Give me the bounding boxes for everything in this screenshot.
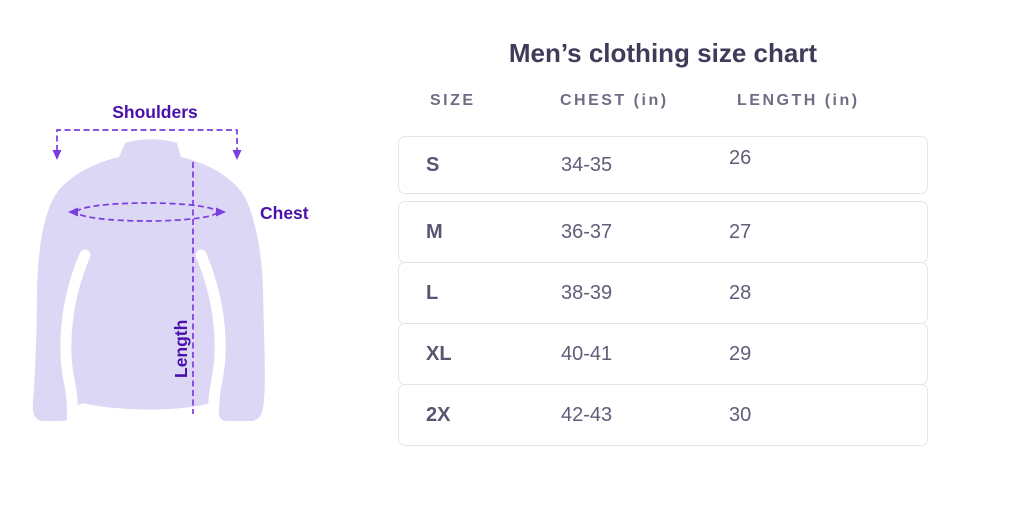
shirt-diagram-svg: Shoulders Length Chest (32, 102, 309, 436)
shoulders-label: Shoulders (112, 102, 198, 122)
table-row: XL 40-41 29 (398, 323, 928, 386)
size-cell: S (426, 153, 440, 176)
table-row: S 34-35 26 (398, 136, 928, 195)
chest-cell: 38-39 (561, 281, 613, 304)
column-header-chest: CHEST (in) (560, 92, 669, 110)
chest-cell: 42-43 (561, 403, 613, 426)
right-sleeve-seam-gap (195, 249, 226, 436)
column-header-size: SIZE (430, 92, 476, 110)
left-sleeve-seam-gap (60, 249, 91, 436)
shoulders-measure-line (56, 129, 238, 151)
chest-cell: 36-37 (561, 220, 613, 243)
chest-measure: Chest (68, 202, 309, 223)
chest-cell: 40-41 (561, 342, 613, 365)
chest-right-arrow-icon (216, 207, 226, 217)
chest-label: Chest (260, 203, 309, 223)
shirt-graphic (32, 139, 265, 436)
length-label: Length (171, 320, 191, 378)
shirt-silhouette (32, 139, 265, 421)
size-cell: 2X (426, 403, 451, 426)
shoulders-measure: Shoulders (52, 102, 242, 160)
table-row: L 38-39 28 (398, 262, 928, 325)
chest-cell: 34-35 (561, 153, 613, 176)
size-chart-table: S 34-35 26 M 36-37 27 L 38-39 28 XL 40-4… (398, 136, 928, 447)
shoulders-right-arrow-icon (232, 150, 242, 160)
size-cell: L (426, 281, 439, 304)
chest-left-arrow-icon (68, 207, 78, 217)
size-cell: M (426, 220, 443, 243)
length-cell: 30 (729, 403, 752, 426)
length-cell: 28 (729, 281, 752, 304)
length-cell: 26 (729, 146, 752, 169)
size-chart-panel: Men’s clothing size chart SIZE CHEST (in… (398, 0, 928, 447)
table-row: 2X 42-43 30 (398, 384, 928, 447)
column-header-length: LENGTH (in) (737, 92, 860, 110)
length-cell: 29 (729, 342, 752, 365)
length-measure: Length (171, 162, 194, 414)
length-cell: 27 (729, 220, 752, 243)
table-header-row: SIZE CHEST (in) LENGTH (in) (398, 92, 928, 110)
size-cell: XL (426, 342, 452, 365)
table-row: M 36-37 27 (398, 201, 928, 264)
shoulders-left-arrow-icon (52, 150, 62, 160)
page-title: Men’s clothing size chart (508, 38, 818, 68)
shirt-measurement-diagram: Shoulders Length Chest (15, 85, 345, 480)
